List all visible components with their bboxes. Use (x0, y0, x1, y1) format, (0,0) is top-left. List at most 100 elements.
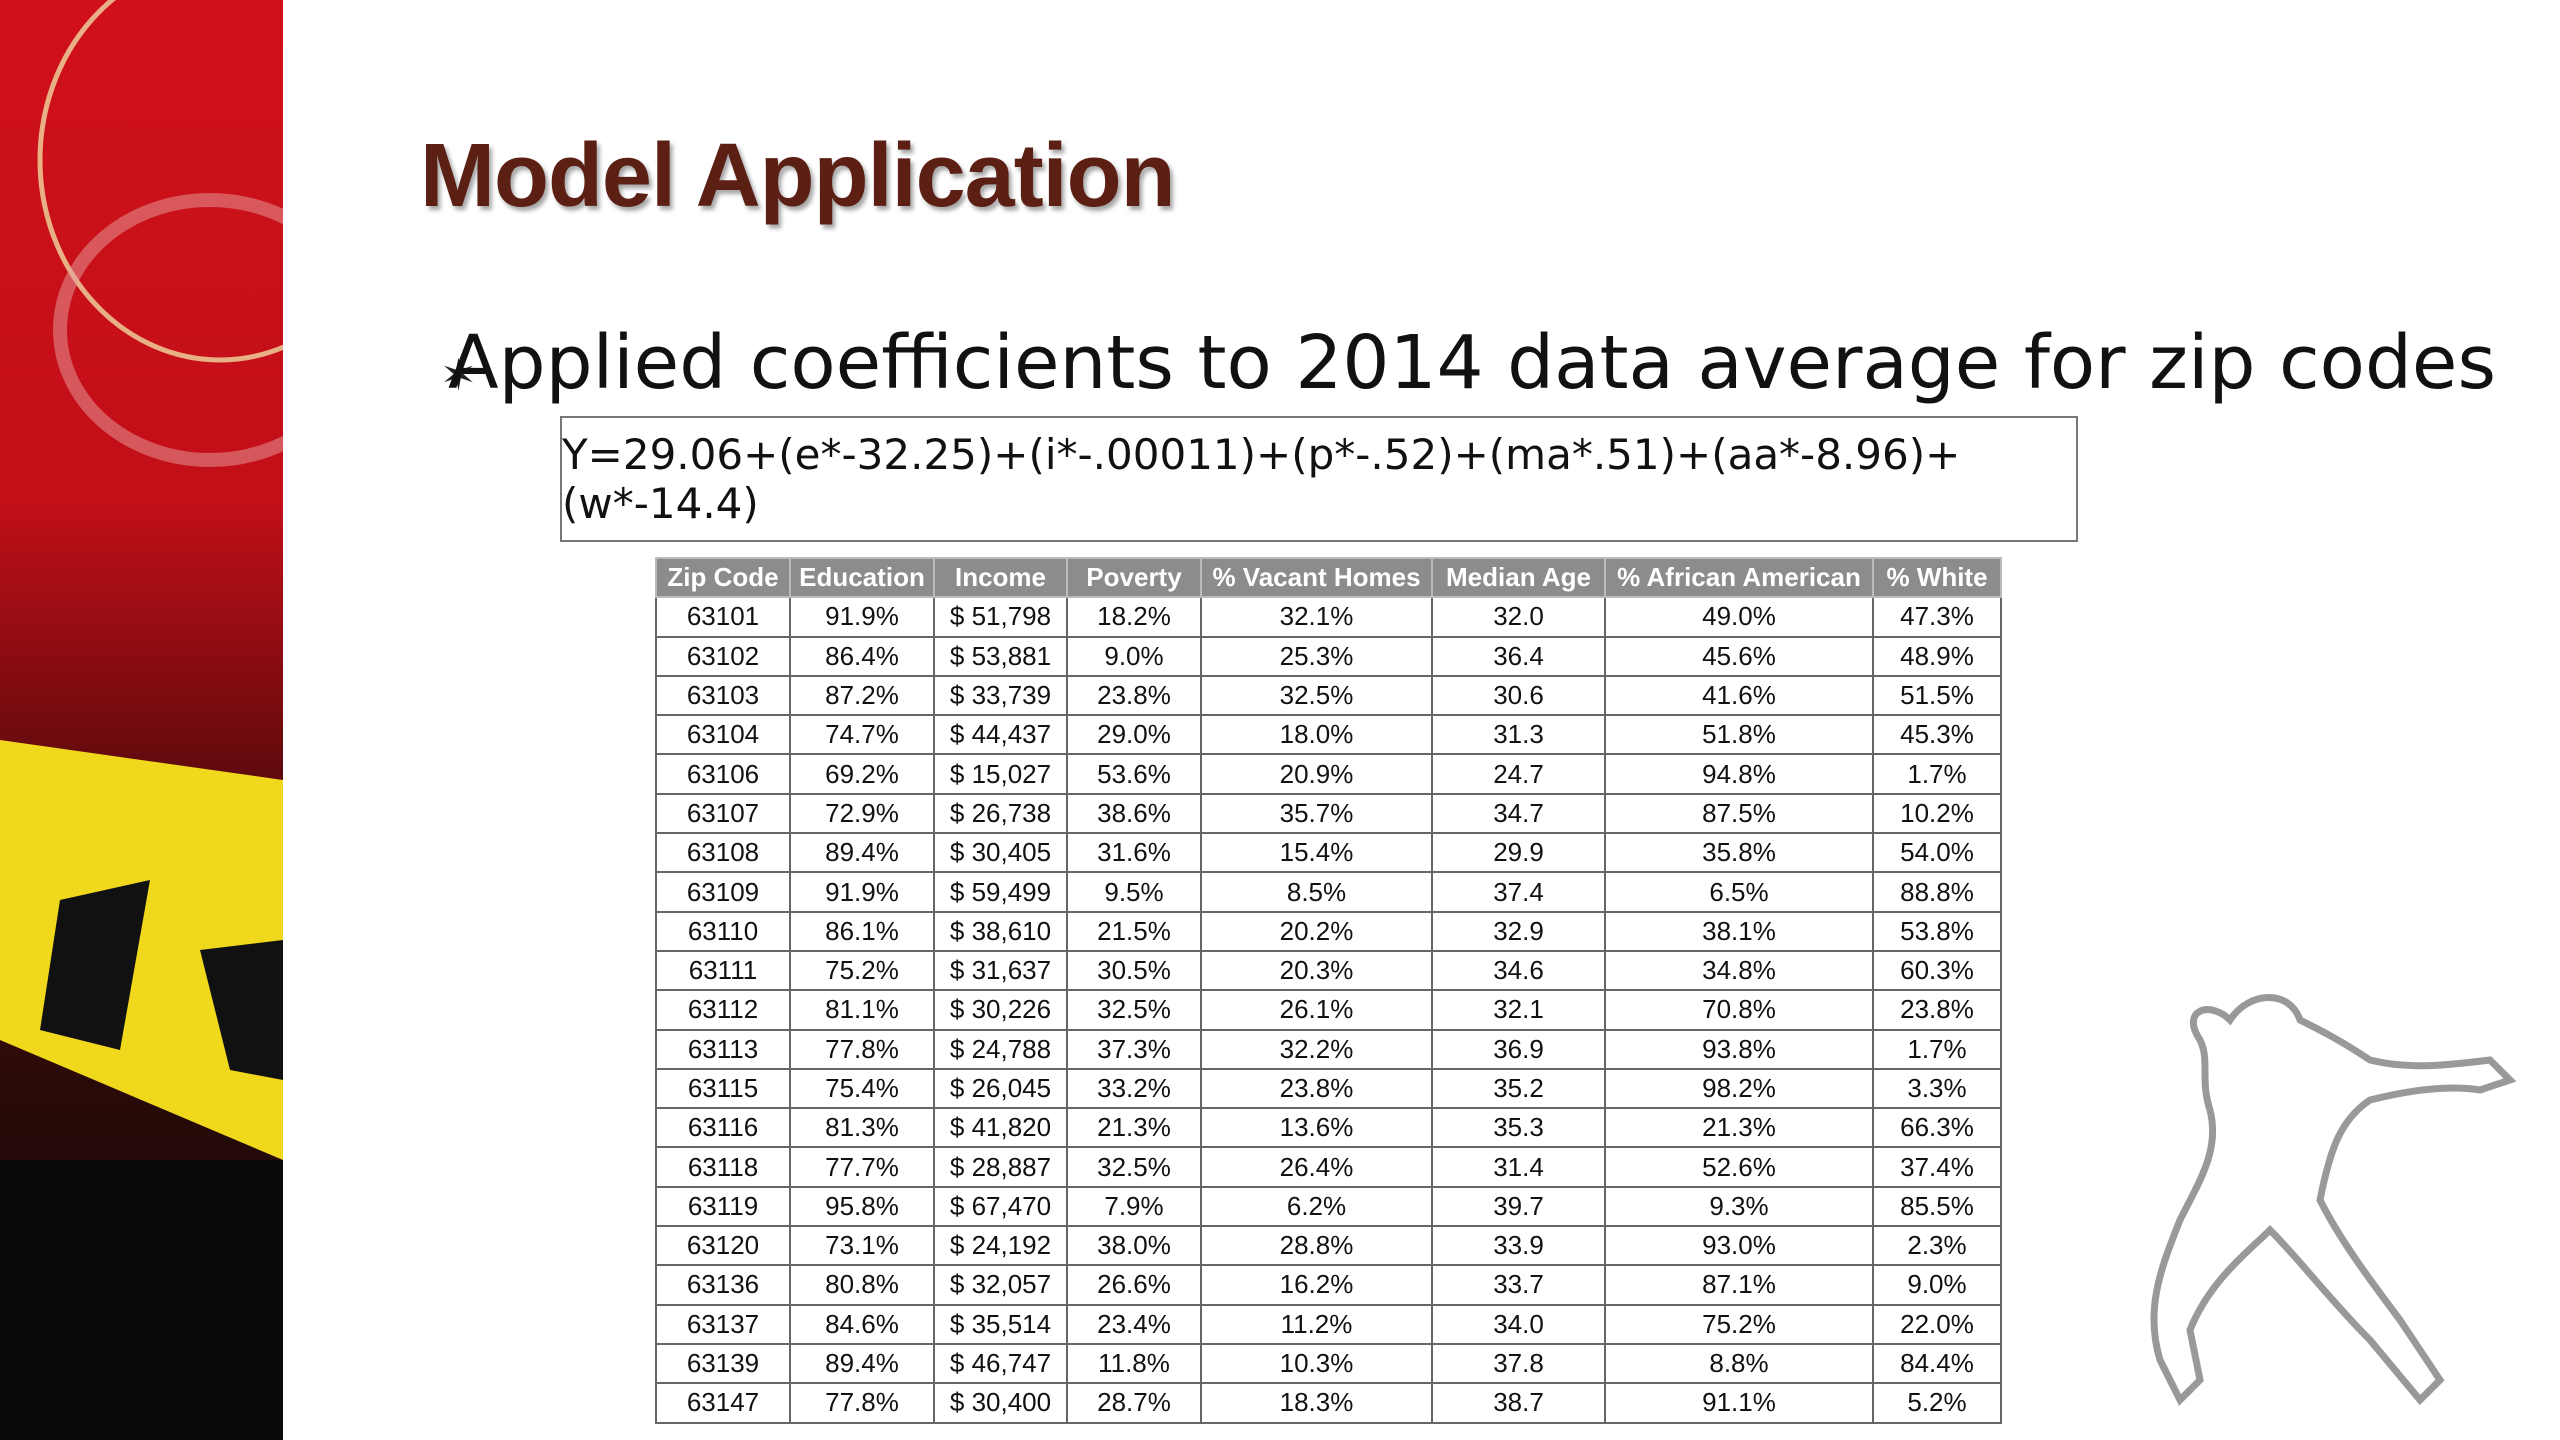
table-row: 63139 89.4% $ 46,747 11.8% 10.3% 37.8 8.8% 84.4… (655, 1342, 2002, 1385)
table-cell: 15.4% (1200, 832, 1433, 874)
table-cell: 33.2% (1066, 1067, 1202, 1110)
table-cell: 16.2% (1200, 1264, 1433, 1306)
table-cell: 9.0% (1872, 1264, 2002, 1306)
table-cell: 89.4% (789, 1342, 935, 1385)
table-cell: 21.3% (1604, 1107, 1874, 1149)
table-cell: 21.3% (1066, 1107, 1202, 1149)
table-cell: $ 26,045 (933, 1067, 1068, 1110)
table-cell: 38.7 (1431, 1382, 1606, 1424)
table-cell: 63147 (655, 1382, 791, 1424)
table-cell: 77.7% (789, 1146, 935, 1188)
table-cell: 11.2% (1200, 1303, 1433, 1345)
table-cell: 10.3% (1200, 1342, 1433, 1385)
table-cell: 18.0% (1200, 714, 1433, 756)
table-cell: 35.7% (1200, 792, 1433, 835)
table-cell: $ 30,405 (933, 832, 1068, 874)
table-cell: 87.1% (1604, 1264, 1874, 1306)
column-header: Zip Code (655, 556, 791, 599)
table-cell: 63101 (655, 596, 791, 638)
bullet-icon: ✶ (440, 350, 477, 401)
table-cell: 52.6% (1604, 1146, 1874, 1188)
table-row: 63120 73.1% $ 24,192 38.0% 28.8% 33.9 93.0% 2.3… (655, 1225, 2002, 1267)
table-cell: 35.3 (1431, 1107, 1606, 1149)
table-cell: 70.8% (1604, 989, 1874, 1031)
table-row: 63116 81.3% $ 41,820 21.3% 13.6% 35.3 21.3% 66.… (655, 1107, 2002, 1149)
table-cell: 69.2% (789, 753, 935, 795)
column-header: Median Age (1431, 556, 1606, 599)
table-cell: 32.5% (1200, 674, 1433, 717)
table-body: 63101 91.9% $ 51,798 18.2% 32.1% 32.0 49.0% 47.… (655, 596, 2002, 1424)
table-cell: 60.3% (1872, 949, 2002, 992)
table-cell: 63106 (655, 753, 791, 795)
table-cell: 8.5% (1200, 871, 1433, 913)
column-header: % White (1872, 556, 2002, 599)
table-cell: 91.9% (789, 596, 935, 638)
table-cell: $ 30,226 (933, 989, 1068, 1031)
table-cell: 9.0% (1066, 635, 1202, 677)
table-cell: 6.2% (1200, 1185, 1433, 1228)
table-row: 63107 72.9% $ 26,738 38.6% 35.7% 34.7 87.5% 10.… (655, 792, 2002, 835)
table-cell: 73.1% (789, 1225, 935, 1267)
side-decoration (0, 0, 283, 1440)
table-cell: 86.4% (789, 635, 935, 677)
table-cell: 63139 (655, 1342, 791, 1385)
table-cell: 1.7% (1872, 1028, 2002, 1070)
table-cell: 1.7% (1872, 753, 2002, 795)
table-cell: 86.1% (789, 910, 935, 952)
table-cell: $ 33,739 (933, 674, 1068, 717)
header-row: Zip Code Education Income Poverty% Vacant H… (655, 556, 2002, 599)
table-cell: 72.9% (789, 792, 935, 835)
table-cell: 34.8% (1604, 949, 1874, 992)
table-cell: $ 32,057 (933, 1264, 1068, 1306)
table-cell: 54.0% (1872, 832, 2002, 874)
table-cell: $ 59,499 (933, 871, 1068, 913)
table-cell: $ 26,738 (933, 792, 1068, 835)
table-cell: 63113 (655, 1028, 791, 1070)
table-cell: 26.4% (1200, 1146, 1433, 1188)
table-cell: 37.4 (1431, 871, 1606, 913)
table-cell: 26.6% (1066, 1264, 1202, 1306)
table-row: 63110 86.1% $ 38,610 21.5% 20.2% 32.9 38.1% 53.… (655, 910, 2002, 952)
table-cell: $ 38,610 (933, 910, 1068, 952)
table-cell: 91.9% (789, 871, 935, 913)
table-cell: 75.2% (1604, 1303, 1874, 1345)
table-cell: 63102 (655, 635, 791, 677)
table-row: 63111 75.2% $ 31,637 30.5% 20.3% 34.6 34.8% 60.… (655, 949, 2002, 992)
table-cell: 95.8% (789, 1185, 935, 1228)
table-cell: 8.8% (1604, 1342, 1874, 1385)
table-cell: $ 46,747 (933, 1342, 1068, 1385)
table-cell: 37.3% (1066, 1028, 1202, 1070)
table-cell: 84.6% (789, 1303, 935, 1345)
table-cell: 34.7 (1431, 792, 1606, 835)
table-cell: 20.9% (1200, 753, 1433, 795)
data-table: Zip Code Education Income Poverty% Vacant H… (655, 556, 2002, 1424)
table-cell: 36.9 (1431, 1028, 1606, 1070)
table-cell: 80.8% (789, 1264, 935, 1306)
table-cell: 31.6% (1066, 832, 1202, 874)
table-cell: $ 30,400 (933, 1382, 1068, 1424)
table-cell: 21.5% (1066, 910, 1202, 952)
table-cell: 35.2 (1431, 1067, 1606, 1110)
table-row: 63106 69.2% $ 15,027 53.6% 20.9% 24.7 94.8% 1.7… (655, 753, 2002, 795)
table-cell: 63111 (655, 949, 791, 992)
table-cell: 98.2% (1604, 1067, 1874, 1110)
table-cell: 88.8% (1872, 871, 2002, 913)
table-cell: 63136 (655, 1264, 791, 1306)
table-cell: 20.3% (1200, 949, 1433, 992)
table-cell: 63112 (655, 989, 791, 1031)
table-cell: 32.0 (1431, 596, 1606, 638)
column-header: Poverty (1066, 556, 1202, 599)
table-row: 63104 74.7% $ 44,437 29.0% 18.0% 31.3 51.8% 45.… (655, 714, 2002, 756)
table-row: 63112 81.1% $ 30,226 32.5% 26.1% 32.1 70.8% 23.… (655, 989, 2002, 1031)
table-cell: 31.4 (1431, 1146, 1606, 1188)
table-cell: $ 35,514 (933, 1303, 1068, 1345)
table-cell: 33.9 (1431, 1225, 1606, 1267)
table-cell: 2.3% (1872, 1225, 2002, 1267)
table-cell: 63118 (655, 1146, 791, 1188)
table-cell: 89.4% (789, 832, 935, 874)
table-cell: $ 41,820 (933, 1107, 1068, 1149)
table-cell: $ 24,788 (933, 1028, 1068, 1070)
table-cell: $ 15,027 (933, 753, 1068, 795)
slide-title: Model Application (420, 126, 1176, 226)
table-cell: 10.2% (1872, 792, 2002, 835)
